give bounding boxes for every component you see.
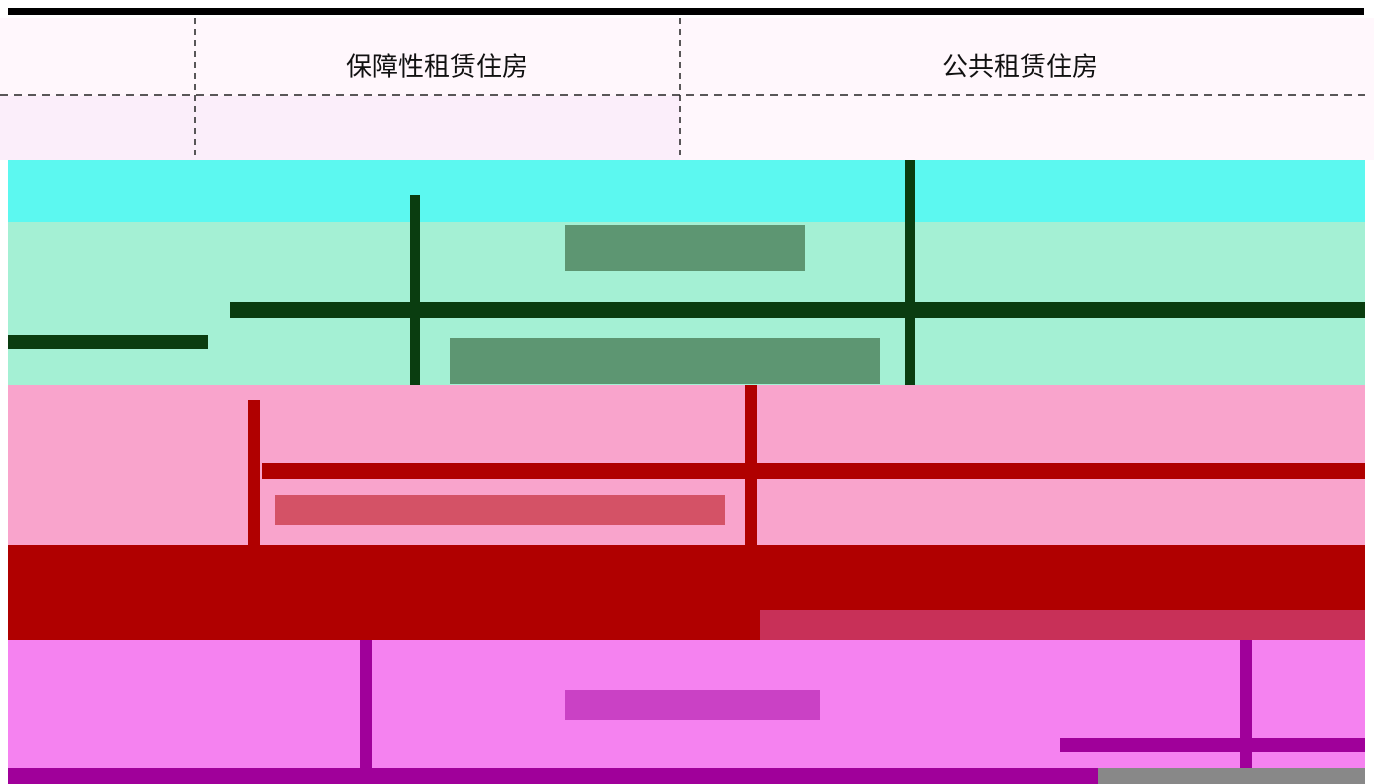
header-subrow <box>0 96 680 160</box>
noise <box>760 610 1365 640</box>
band <box>8 768 1098 784</box>
column-header: 公共租赁住房 <box>942 53 1098 83</box>
band-line <box>262 463 1365 479</box>
band <box>8 160 1365 222</box>
band-line <box>410 195 420 385</box>
noise <box>450 338 880 384</box>
noise <box>565 690 820 720</box>
band <box>1098 768 1365 784</box>
band-line <box>1060 738 1365 752</box>
band-line <box>1240 640 1252 768</box>
band-line <box>905 160 915 385</box>
band-line <box>8 335 208 349</box>
noise <box>275 495 725 525</box>
column-header: 保障性租赁住房 <box>346 53 528 83</box>
band-line <box>360 640 372 784</box>
band-line <box>230 302 1365 318</box>
noise <box>565 225 805 271</box>
top-rule <box>8 8 1364 15</box>
